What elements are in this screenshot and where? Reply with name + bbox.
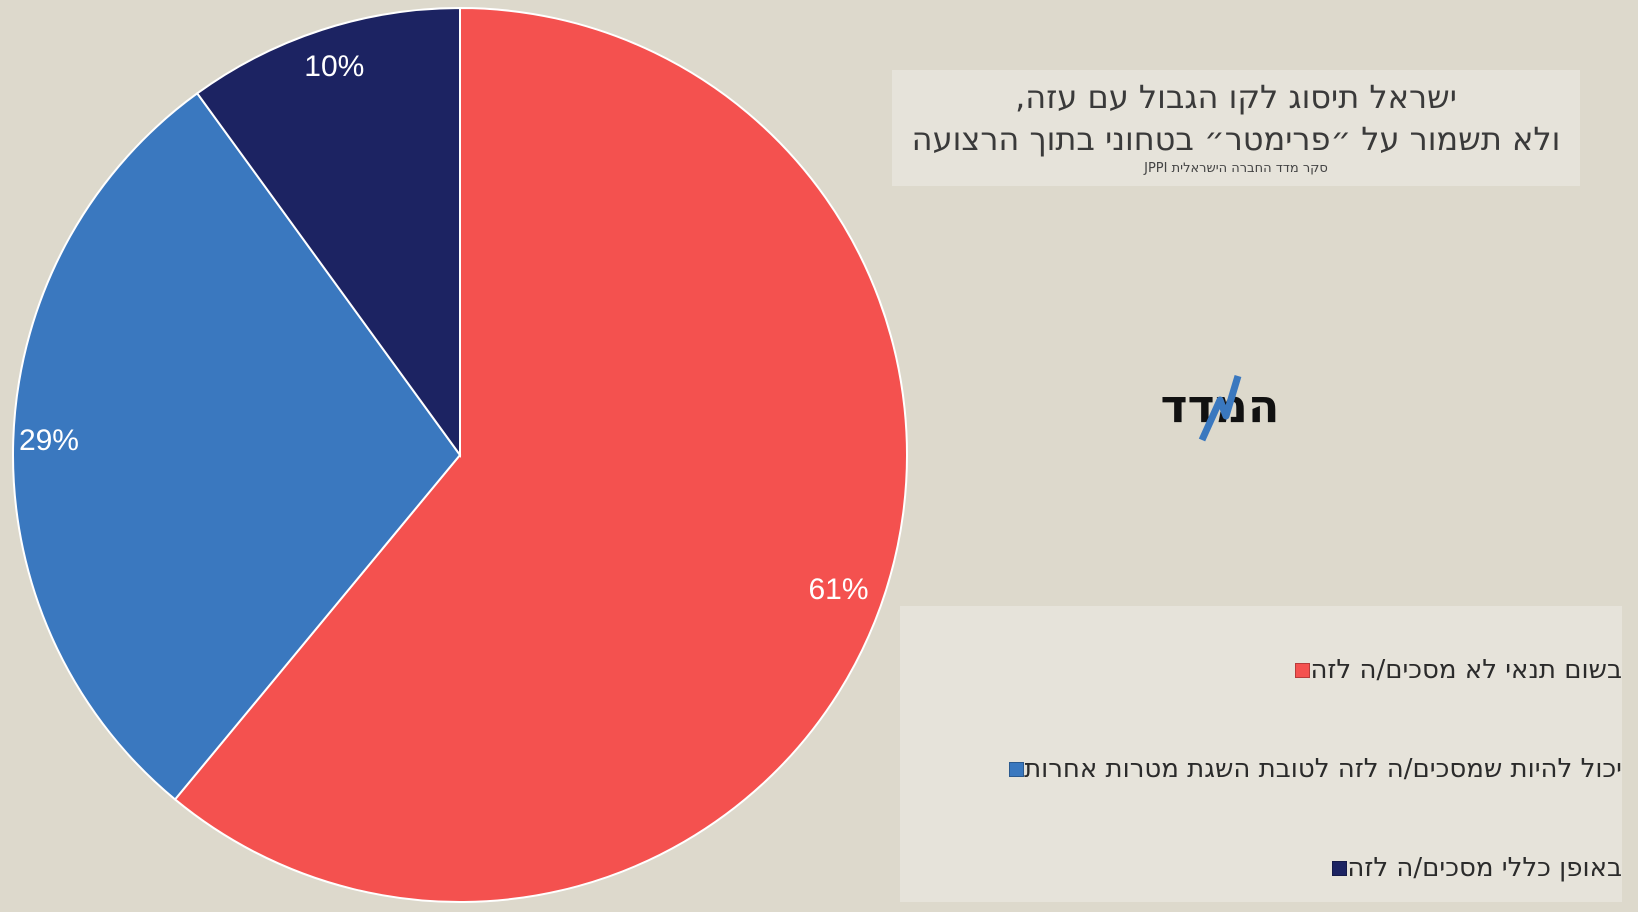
- chart-title-line-1: ישראל תיסוג לקו הגבול עם עזה,: [1015, 78, 1457, 116]
- pie-slices: [12, 6, 908, 903]
- hamadad-logo-icon: המדד: [1161, 374, 1279, 442]
- chart-subtitle: סקר מדד החברה הישראלית JPPI: [1144, 161, 1328, 176]
- pie-data-labels: 61% 29% 10%: [19, 50, 869, 606]
- legend-label-2: יכול להיות שמסכים/ה לזה לטובת השגת מטרות…: [1024, 754, 1622, 784]
- legend-swatch-1: [1295, 662, 1311, 678]
- pie-data-label-2: 29%: [19, 424, 79, 457]
- legend-item-3: באופן כללי מסכים/ה לזה: [900, 848, 1622, 888]
- chart-title-line-2: ולא תשמור על ״פרימטר״ בטחוני בתוך הרצועה: [911, 120, 1561, 158]
- legend: בשום תנאי לא מסכים/ה לזה יכול להיות שמסכ…: [900, 606, 1622, 902]
- pie-slice-1: [173, 6, 908, 903]
- pie-chart: 61% 29% 10%: [12, 6, 908, 903]
- pie-slice-2: [12, 91, 462, 801]
- legend-label-1: בשום תנאי לא מסכים/ה לזה: [1310, 655, 1622, 685]
- pie-data-label-1: 61%: [808, 573, 868, 606]
- logo-accent-stroke: [1198, 374, 1242, 442]
- pie-data-label-3: 10%: [304, 50, 364, 83]
- pie-slice-3: [195, 6, 461, 459]
- legend-label-3: באופן כללי מסכים/ה לזה: [1347, 853, 1622, 883]
- legend-item-2: יכול להיות שמסכים/ה לזה לטובת השגת מטרות…: [900, 749, 1622, 789]
- legend-swatch-3: [1332, 860, 1348, 876]
- chart-title-box: ישראל תיסוג לקו הגבול עם עזה, ולא תשמור …: [892, 70, 1580, 186]
- legend-item-1: בשום תנאי לא מסכים/ה לזה: [900, 650, 1622, 690]
- legend-swatch-2: [1009, 761, 1025, 777]
